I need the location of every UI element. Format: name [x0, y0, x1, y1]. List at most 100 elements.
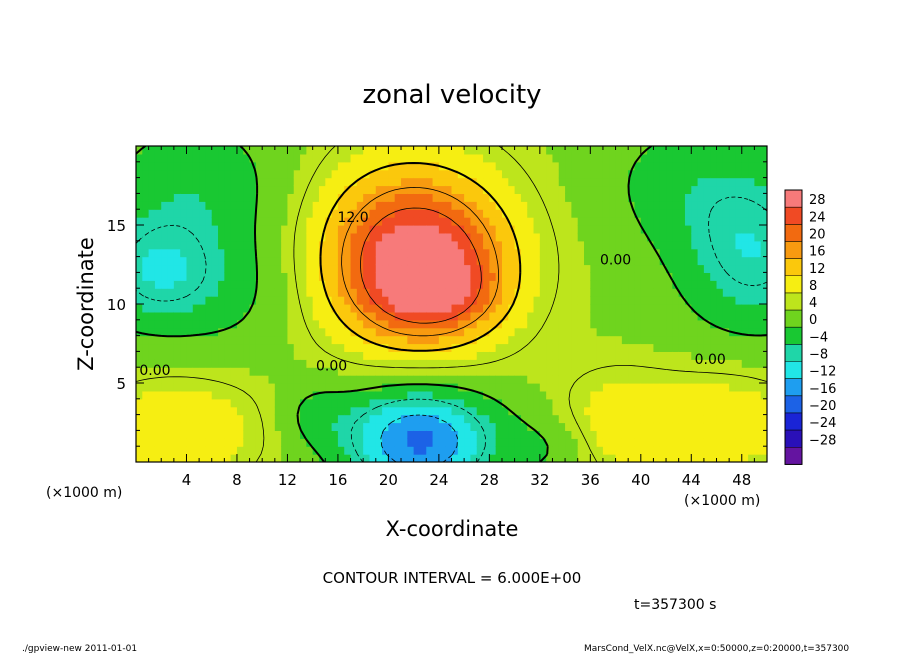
- field-cell: [356, 161, 364, 171]
- field-cell: [192, 240, 200, 250]
- field-cell: [356, 422, 364, 431]
- field-cell: [205, 264, 213, 273]
- field-cell: [602, 209, 610, 218]
- field-cell: [281, 406, 289, 416]
- field-cell: [760, 161, 767, 171]
- field-cell: [224, 359, 232, 368]
- field-cell: [539, 272, 547, 281]
- field-cell: [748, 201, 755, 210]
- field-cell: [350, 375, 358, 384]
- field-cell: [514, 351, 522, 360]
- field-cell: [451, 272, 459, 281]
- field-cell: [136, 209, 143, 218]
- field-cell: [186, 414, 194, 424]
- field-cell: [224, 351, 232, 360]
- field-cell: [136, 383, 143, 392]
- field-cell: [236, 438, 244, 447]
- field-cell: [224, 185, 232, 194]
- field-cell: [255, 225, 263, 234]
- field-cell: [350, 209, 358, 218]
- field-cell: [218, 383, 225, 392]
- field-cell: [236, 209, 244, 218]
- field-cell: [495, 288, 503, 297]
- field-cell: [483, 319, 490, 329]
- field-cell: [287, 240, 295, 250]
- field-cell: [722, 177, 730, 187]
- field-cell: [533, 288, 541, 297]
- field-cell: [703, 288, 711, 297]
- field-cell: [426, 383, 434, 392]
- field-cell: [394, 232, 402, 242]
- field-cell: [337, 343, 345, 352]
- field-cell: [300, 146, 307, 155]
- field-cell: [306, 319, 314, 329]
- field-cell: [281, 185, 289, 194]
- field-cell: [596, 359, 604, 368]
- field-cell: [691, 272, 699, 281]
- field-cell: [565, 209, 572, 218]
- field-cell: [546, 414, 554, 424]
- field-cell: [457, 351, 465, 360]
- field-cell: [161, 359, 169, 368]
- field-cell: [382, 422, 389, 431]
- field-cell: [337, 398, 345, 408]
- field-cell: [514, 367, 522, 376]
- field-cell: [697, 264, 705, 273]
- field-cell: [318, 161, 326, 171]
- field-cell: [382, 359, 389, 368]
- field-cell: [678, 264, 686, 273]
- field-cell: [293, 185, 301, 194]
- field-cell: [419, 193, 427, 202]
- field-cell: [703, 383, 711, 392]
- field-cell: [552, 335, 560, 345]
- field-cell: [451, 406, 459, 416]
- field-cell: [419, 209, 427, 218]
- field-cell: [205, 383, 213, 392]
- field-cell: [167, 153, 175, 163]
- field-cell: [154, 264, 162, 273]
- field-cell: [344, 454, 352, 462]
- field-cell: [350, 359, 358, 368]
- field-cell: [249, 232, 257, 242]
- field-cell: [382, 375, 389, 384]
- field-cell: [710, 193, 718, 202]
- field-cell: [401, 146, 408, 155]
- field-cell: [697, 367, 705, 376]
- field-cell: [186, 225, 194, 234]
- field-cell: [754, 454, 762, 462]
- field-cell: [426, 288, 434, 297]
- field-cell: [211, 359, 219, 368]
- field-cell: [615, 351, 623, 360]
- field-cell: [552, 359, 560, 368]
- field-cell: [735, 153, 743, 163]
- field-cell: [691, 375, 699, 384]
- field-cell: [167, 430, 175, 439]
- field-cell: [369, 146, 377, 155]
- field-cell: [445, 272, 453, 281]
- field-cell: [615, 146, 623, 155]
- field-cell: [628, 272, 636, 281]
- field-cell: [230, 264, 238, 273]
- field-cell: [205, 177, 213, 187]
- field-cell: [501, 327, 509, 337]
- field-cell: [350, 422, 358, 431]
- field-cell: [470, 169, 478, 179]
- field-cell: [476, 146, 484, 155]
- field-cell: [230, 351, 238, 360]
- field-cell: [363, 311, 371, 321]
- field-cell: [186, 153, 194, 163]
- field-cell: [344, 327, 352, 337]
- field-cell: [489, 438, 497, 447]
- field-cell: [741, 288, 749, 297]
- field-cell: [703, 406, 711, 416]
- field-cell: [300, 240, 307, 250]
- field-cell: [508, 422, 516, 431]
- field-cell: [647, 296, 655, 305]
- field-cell: [571, 304, 579, 313]
- field-cell: [287, 256, 295, 266]
- field-cell: [413, 406, 421, 416]
- colorbar-swatch: [785, 395, 802, 414]
- field-cell: [514, 296, 522, 305]
- field-cell: [577, 272, 585, 281]
- field-cell: [382, 327, 389, 337]
